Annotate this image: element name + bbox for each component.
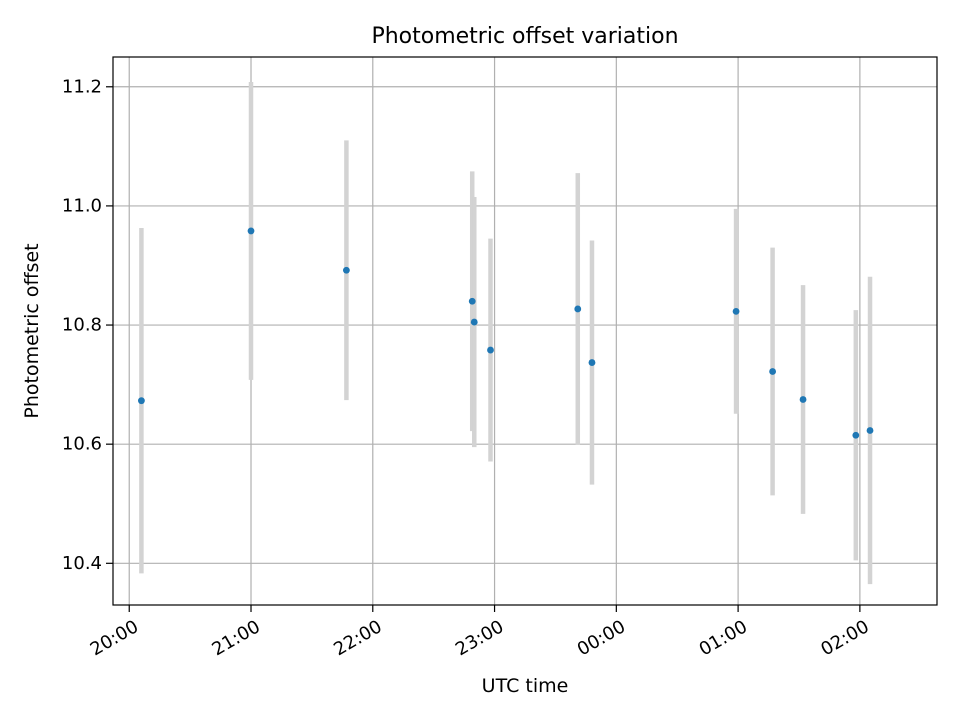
y-axis-label: Photometric offset xyxy=(21,243,43,418)
data-point xyxy=(138,397,145,405)
plot-frame xyxy=(112,56,938,606)
data-point xyxy=(866,427,874,434)
data-point xyxy=(799,396,807,403)
chart-title: Photometric offset variation xyxy=(371,24,678,49)
data-point xyxy=(588,359,596,366)
y-tick-label: 10.4 xyxy=(62,553,102,574)
data-point xyxy=(574,305,582,313)
data-point xyxy=(732,307,740,315)
x-axis-label: UTC time xyxy=(482,675,569,697)
y-tick-label: 10.6 xyxy=(62,434,102,455)
y-tick-label: 10.8 xyxy=(62,315,102,336)
data-point xyxy=(470,318,478,326)
y-axis-ticks: 10.4 10.6 10.8 11.0 11.2 xyxy=(62,76,113,574)
data-point xyxy=(342,266,350,274)
data-point xyxy=(852,431,860,439)
y-tick-label: 11.0 xyxy=(62,195,102,216)
y-tick-label: 11.2 xyxy=(62,76,102,97)
data-point xyxy=(487,346,494,354)
data-point xyxy=(769,368,777,375)
data-point xyxy=(468,297,476,305)
data-points xyxy=(138,227,874,439)
data-point xyxy=(247,227,255,235)
